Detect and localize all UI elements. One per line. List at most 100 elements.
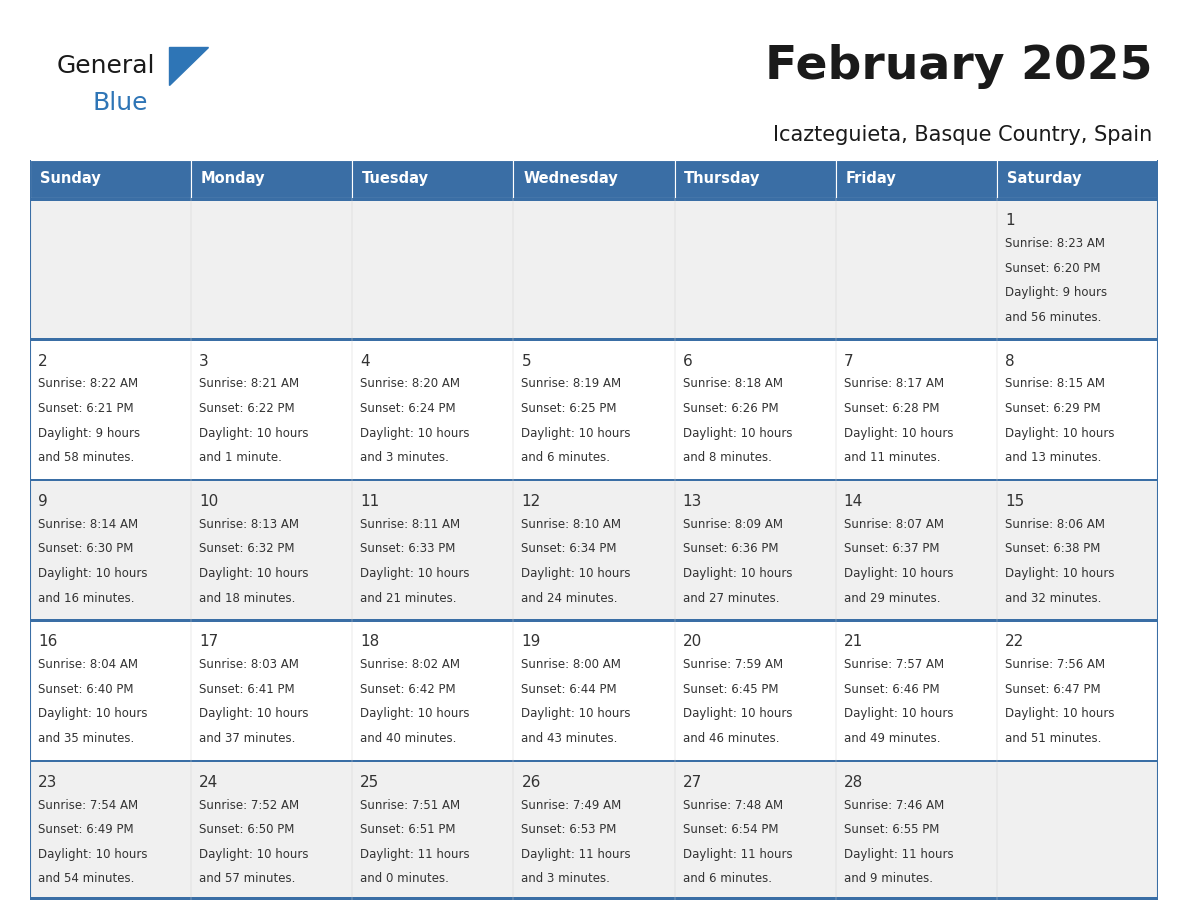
Text: Saturday: Saturday [1006,172,1081,186]
Text: Daylight: 10 hours: Daylight: 10 hours [1005,427,1114,440]
Text: 28: 28 [843,775,862,789]
Text: Sunrise: 7:56 AM: Sunrise: 7:56 AM [1005,658,1105,671]
Bar [353,341,513,479]
Text: Sunrise: 8:20 AM: Sunrise: 8:20 AM [360,377,460,390]
Text: Sunrise: 8:10 AM: Sunrise: 8:10 AM [522,518,621,531]
Bar [997,762,1158,900]
Bar [191,160,353,198]
Text: and 3 minutes.: and 3 minutes. [522,872,611,885]
Text: Sunrise: 8:14 AM: Sunrise: 8:14 AM [38,518,138,531]
Text: Sunrise: 7:51 AM: Sunrise: 7:51 AM [360,799,461,812]
Text: and 9 minutes.: and 9 minutes. [843,872,933,885]
Bar [835,762,997,900]
Text: Sunset: 6:36 PM: Sunset: 6:36 PM [683,543,778,555]
Text: February 2025: February 2025 [765,43,1152,89]
Text: Daylight: 10 hours: Daylight: 10 hours [1005,708,1114,721]
Bar [997,621,1158,759]
Bar [30,759,1158,762]
Text: Sunset: 6:42 PM: Sunset: 6:42 PM [360,683,456,696]
Text: 14: 14 [843,494,862,509]
Text: Wednesday: Wednesday [523,172,618,186]
Text: 17: 17 [200,634,219,649]
Text: and 37 minutes.: and 37 minutes. [200,732,296,744]
Bar [675,200,835,339]
Text: 27: 27 [683,775,702,789]
Text: Daylight: 10 hours: Daylight: 10 hours [360,427,469,440]
Text: Sunrise: 8:11 AM: Sunrise: 8:11 AM [360,518,461,531]
Text: Sunset: 6:49 PM: Sunset: 6:49 PM [38,823,134,836]
Text: Sunrise: 7:57 AM: Sunrise: 7:57 AM [843,658,944,671]
Text: Daylight: 10 hours: Daylight: 10 hours [360,567,469,580]
Bar [835,160,997,198]
Text: Sunset: 6:21 PM: Sunset: 6:21 PM [38,402,134,415]
Text: General: General [57,54,154,78]
Text: Sunset: 6:40 PM: Sunset: 6:40 PM [38,683,133,696]
Bar [30,620,1158,621]
Text: Sunrise: 8:23 AM: Sunrise: 8:23 AM [1005,237,1105,250]
Text: 9: 9 [38,494,48,509]
Text: Sunset: 6:20 PM: Sunset: 6:20 PM [1005,262,1100,274]
Bar [675,160,835,198]
Text: Daylight: 10 hours: Daylight: 10 hours [38,708,147,721]
Text: Sunrise: 8:02 AM: Sunrise: 8:02 AM [360,658,460,671]
Text: Daylight: 9 hours: Daylight: 9 hours [1005,286,1107,299]
Text: 4: 4 [360,353,369,368]
Text: and 3 minutes.: and 3 minutes. [360,451,449,465]
Bar [30,200,191,339]
Text: 18: 18 [360,634,380,649]
Text: Sunset: 6:46 PM: Sunset: 6:46 PM [843,683,940,696]
Text: Sunrise: 8:21 AM: Sunrise: 8:21 AM [200,377,299,390]
Text: Sunset: 6:55 PM: Sunset: 6:55 PM [843,823,940,836]
Text: Sunrise: 7:48 AM: Sunrise: 7:48 AM [683,799,783,812]
Text: Daylight: 10 hours: Daylight: 10 hours [522,427,631,440]
Text: Sunrise: 8:13 AM: Sunrise: 8:13 AM [200,518,299,531]
Text: 6: 6 [683,353,693,368]
Text: Sunrise: 7:46 AM: Sunrise: 7:46 AM [843,799,944,812]
Text: 20: 20 [683,634,702,649]
Bar [675,621,835,759]
Text: Daylight: 10 hours: Daylight: 10 hours [522,708,631,721]
Text: Daylight: 10 hours: Daylight: 10 hours [38,847,147,861]
Text: Sunset: 6:30 PM: Sunset: 6:30 PM [38,543,133,555]
Bar [353,200,513,339]
Text: Daylight: 11 hours: Daylight: 11 hours [360,847,470,861]
Bar [191,762,353,900]
Text: Sunset: 6:34 PM: Sunset: 6:34 PM [522,543,617,555]
Bar [191,621,353,759]
Text: 23: 23 [38,775,57,789]
Text: and 21 minutes.: and 21 minutes. [360,591,457,605]
Text: Sunrise: 8:18 AM: Sunrise: 8:18 AM [683,377,783,390]
Text: Sunrise: 8:07 AM: Sunrise: 8:07 AM [843,518,943,531]
Text: Daylight: 10 hours: Daylight: 10 hours [683,427,792,440]
Text: 2: 2 [38,353,48,368]
Bar [513,341,675,479]
Bar [353,481,513,620]
Text: 21: 21 [843,634,862,649]
Text: Daylight: 10 hours: Daylight: 10 hours [843,567,953,580]
Text: 16: 16 [38,634,57,649]
Text: Sunset: 6:44 PM: Sunset: 6:44 PM [522,683,617,696]
Text: Sunrise: 8:04 AM: Sunrise: 8:04 AM [38,658,138,671]
Text: Icazteguieta, Basque Country, Spain: Icazteguieta, Basque Country, Spain [773,125,1152,145]
Text: 12: 12 [522,494,541,509]
Bar [675,762,835,900]
Text: and 35 minutes.: and 35 minutes. [38,732,134,744]
Text: Sunset: 6:50 PM: Sunset: 6:50 PM [200,823,295,836]
Text: Daylight: 10 hours: Daylight: 10 hours [200,427,309,440]
Text: and 6 minutes.: and 6 minutes. [522,451,611,465]
Text: Daylight: 9 hours: Daylight: 9 hours [38,427,140,440]
Text: Sunset: 6:28 PM: Sunset: 6:28 PM [843,402,940,415]
Text: Sunset: 6:47 PM: Sunset: 6:47 PM [1005,683,1100,696]
Text: and 43 minutes.: and 43 minutes. [522,732,618,744]
Text: Thursday: Thursday [684,172,760,186]
Text: and 13 minutes.: and 13 minutes. [1005,451,1101,465]
Bar [353,160,513,198]
Text: Sunrise: 7:52 AM: Sunrise: 7:52 AM [200,799,299,812]
Bar [997,481,1158,620]
Text: Tuesday: Tuesday [362,172,429,186]
Bar [835,481,997,620]
Text: Sunset: 6:54 PM: Sunset: 6:54 PM [683,823,778,836]
Text: Monday: Monday [201,172,265,186]
Text: Daylight: 10 hours: Daylight: 10 hours [200,708,309,721]
Bar [835,200,997,339]
